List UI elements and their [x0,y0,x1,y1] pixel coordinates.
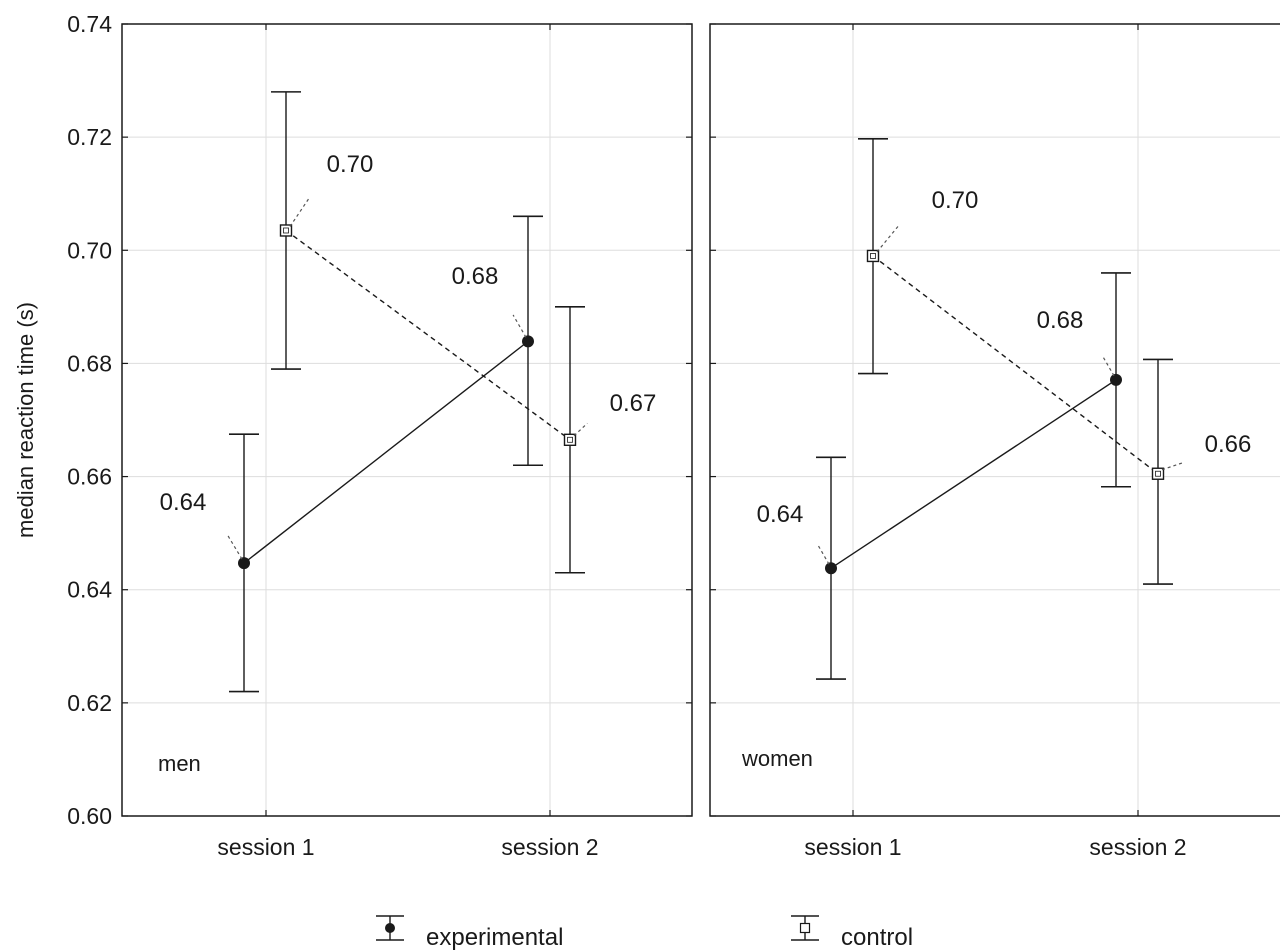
y-tick-label: 0.62 [67,690,112,716]
data-label-leader [512,314,527,338]
data-label-leader [816,543,830,565]
data-label: 0.68 [452,263,499,290]
y-tick-label: 0.66 [67,464,112,490]
data-label-leader [1101,355,1115,377]
x-tick-label: session 2 [501,834,598,860]
panel-men: 0.60 0.62 0.64 0.66 0.68 0.70 0.72 0.74 session … [67,11,693,860]
series-experimental: 0.64 0.68 [160,215,543,693]
x-tick-label: session 2 [1089,834,1186,860]
data-point [1110,373,1122,386]
data-label: 0.66 [1205,431,1252,458]
data-label: 0.64 [160,489,207,516]
data-point-inner [283,227,289,234]
x-tick-label: session 1 [804,834,901,860]
panel-frame [121,23,693,817]
data-point-inner [870,253,876,259]
panel-women: session 1 session 2 women 0.64 0.68 0.70 0.66 [709,23,1280,860]
legend-item-experimental: experimental [376,915,563,950]
y-tick-label: 0.60 [67,803,112,829]
legend-item-control: control [791,915,913,950]
series-line [243,340,529,564]
data-label: 0.70 [327,151,374,178]
series-control: 0.70 0.67 [271,91,657,574]
data-point [866,249,880,263]
data-label: 0.68 [1037,307,1084,334]
series-line [830,379,1117,569]
data-label: 0.70 [932,187,979,214]
series-line [872,255,1159,475]
series-experimental: 0.64 0.68 [757,272,1131,680]
data-point [238,557,250,570]
legend-label: control [841,924,913,950]
y-tick-label: 0.68 [67,350,112,376]
panel-label: men [158,751,201,776]
y-tick-label: 0.70 [67,237,112,263]
series-line [285,229,571,441]
data-label: 0.64 [757,501,804,528]
data-label: 0.67 [610,390,657,417]
data-point [279,224,293,237]
legend-marker [385,923,395,933]
data-point [825,562,837,575]
data-label-leader [227,535,243,560]
data-label-leader [1161,462,1183,471]
panel-label: women [741,746,813,771]
y-axis-label: median reaction time (s) [13,302,38,538]
data-point [563,433,577,446]
x-tick-label: session 1 [217,834,314,860]
data-label-leader [876,224,900,253]
legend-label: experimental [426,924,563,950]
data-point-inner [1155,470,1161,477]
y-tick-label: 0.74 [67,11,112,37]
data-label-leader [573,422,588,437]
data-point [522,335,534,348]
data-label-leader [289,197,311,227]
series-control: 0.70 0.66 [858,138,1252,585]
panel-frame [709,23,1280,817]
y-tick-label: 0.64 [67,577,112,603]
y-tick-label: 0.72 [67,124,112,150]
data-point [1151,467,1165,480]
data-point-inner [567,436,573,443]
legend-marker [799,922,811,934]
